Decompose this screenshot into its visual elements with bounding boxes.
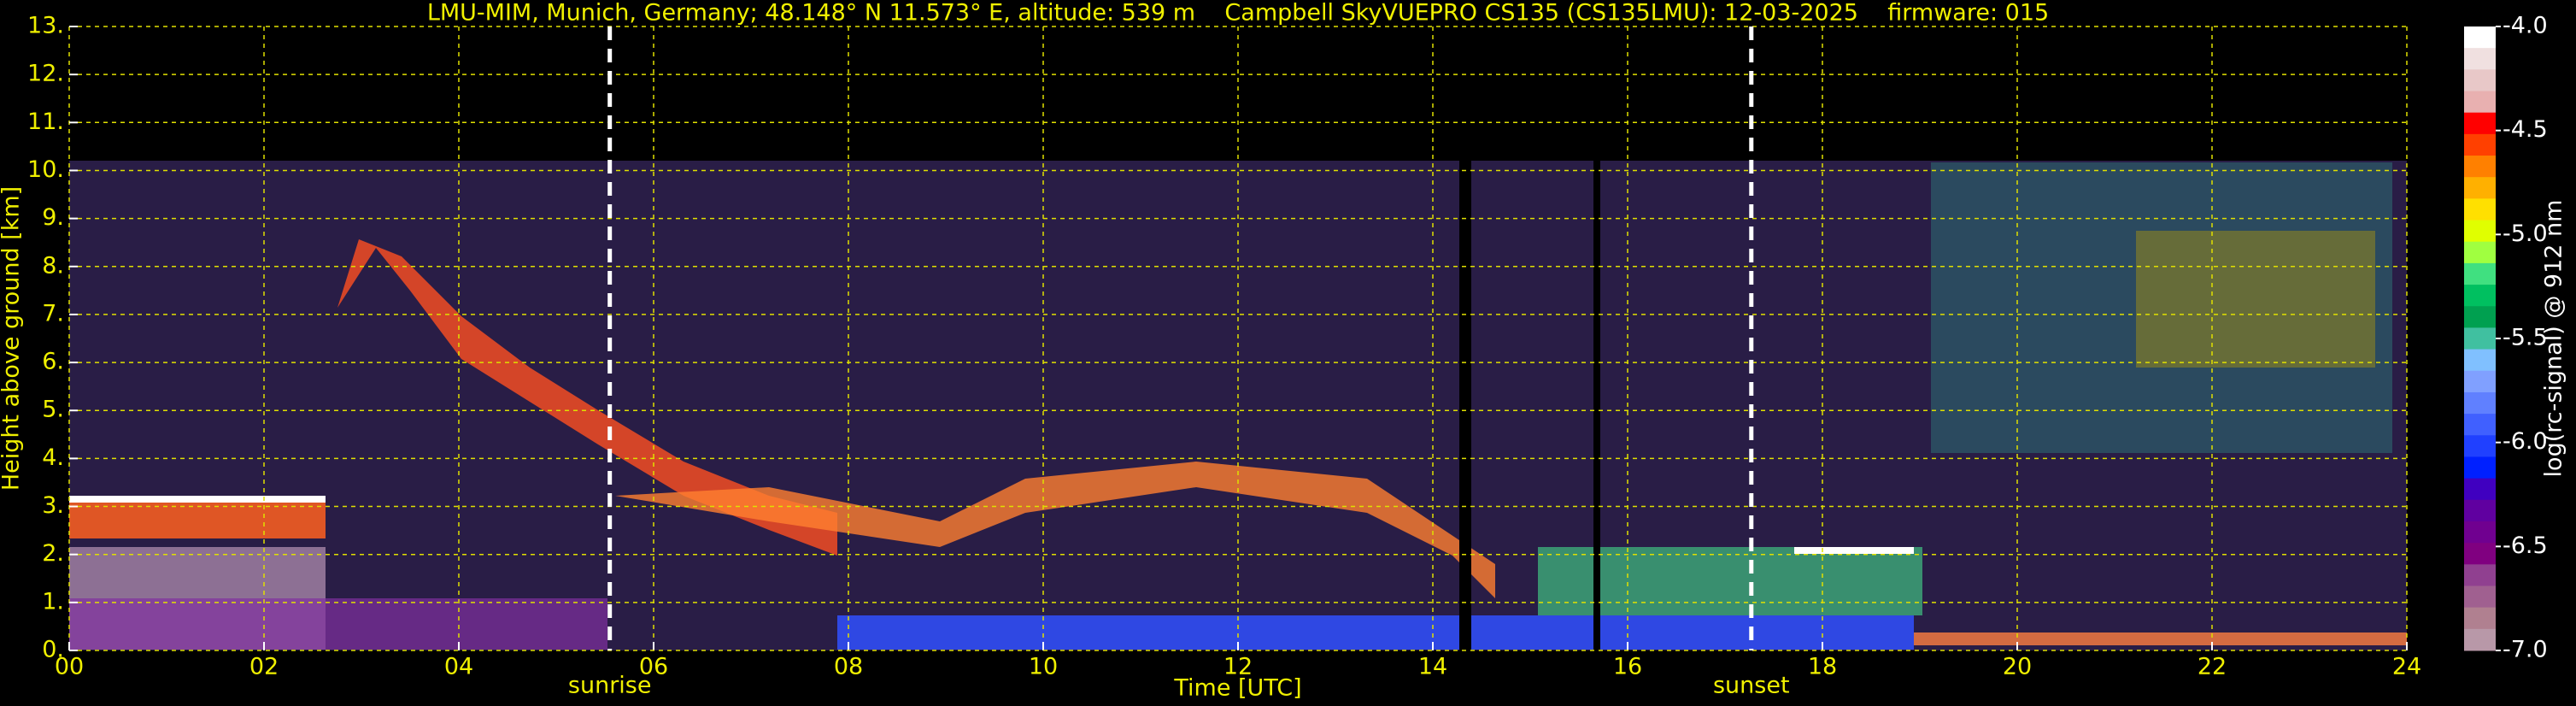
colorbar-segment: [2464, 220, 2496, 243]
colorbar-segment: [2464, 414, 2496, 436]
colorbar-segment: [2464, 198, 2496, 221]
x-tick-label: 14: [1418, 654, 1447, 680]
y-tick-label: 0.: [42, 637, 64, 663]
colorbar-segment: [2464, 26, 2496, 49]
colorbar-tick-label: -6.5: [2503, 532, 2548, 559]
chart-title: LMU-MIM, Munich, Germany; 48.148° N 11.5…: [427, 0, 2049, 26]
colorbar-tick-label: -4.5: [2503, 116, 2548, 143]
colorbar-tick-label: -7.0: [2503, 637, 2548, 663]
colorbar-tick-label: -5.5: [2503, 325, 2548, 351]
y-tick-label: 6.: [42, 349, 64, 375]
colorbar-segment: [2464, 48, 2496, 70]
colorbar-segment: [2464, 285, 2496, 307]
x-tick-label: 00: [55, 654, 84, 680]
colorbar-segment: [2464, 327, 2496, 350]
colorbar-segment: [2464, 456, 2496, 479]
y-tick-label: 11.: [27, 109, 64, 135]
x-tick-label: 02: [249, 654, 279, 680]
y-tick-label: 12.: [27, 61, 64, 87]
colorbar-segment: [2464, 628, 2496, 651]
cloud-top: [1794, 547, 1914, 554]
y-tick-label: 4.: [42, 444, 64, 471]
y-tick-label: 9.: [42, 204, 64, 231]
cloud-top: [69, 496, 326, 503]
x-tick-label: 24: [2392, 654, 2421, 680]
colorbar-tick-label: -5.0: [2503, 221, 2548, 247]
x-tick-label: 06: [639, 654, 668, 680]
y-tick-label: 7.: [42, 300, 64, 327]
colorbar-segment: [2464, 391, 2496, 415]
cloud-plume: [337, 239, 837, 556]
colorbar-segment: [2464, 521, 2496, 544]
colorbar-segment: [2464, 543, 2496, 565]
data-gap: [1459, 161, 1471, 650]
y-axis-title: Height above ground [km]: [0, 186, 25, 491]
y-tick-label: 1.: [42, 588, 64, 615]
colorbar-segment: [2464, 262, 2496, 285]
y-tick-label: 13.: [27, 13, 64, 39]
colorbar-segment: [2464, 91, 2496, 114]
colorbar-segment: [2464, 306, 2496, 328]
y-tick-label: 2.: [42, 540, 64, 567]
low-cloud: [1914, 632, 2407, 645]
cloud-layer: [1538, 547, 1922, 615]
colorbar: log(rc-signal) @ 912 nm -4.0 -4.5 -5.0 -5.5…: [2464, 13, 2567, 663]
colorbar-segment: [2464, 156, 2496, 178]
y-tick-label: 5.: [42, 397, 64, 423]
x-tick-label: 22: [2198, 654, 2227, 680]
y-tick-label: 8.: [42, 252, 64, 279]
colorbar-segment: [2464, 607, 2496, 630]
cirrus: [2136, 231, 2375, 368]
x-tick-label: 16: [1613, 654, 1642, 680]
data-gap: [1593, 161, 1600, 650]
cirrus: [1931, 162, 2392, 453]
y-tick-label: 3.: [42, 492, 64, 519]
aerosol-layer: [69, 598, 607, 650]
colorbar-segment: [2464, 585, 2496, 609]
boundary-layer: [837, 615, 1914, 650]
colorbar-tick-label: -6.0: [2503, 428, 2548, 455]
x-tick-label: 20: [2003, 654, 2032, 680]
colorbar-title: log(rc-signal) @ 912 nm: [2541, 200, 2567, 478]
x-tick-label: 04: [444, 654, 473, 680]
annotation-label: sunrise: [568, 673, 652, 699]
x-axis-title: Time [UTC]: [1173, 675, 1301, 702]
colorbar-segment: [2464, 349, 2496, 372]
colorbar-tick-label: -4.0: [2503, 13, 2548, 39]
annotation-label: sunset: [1713, 673, 1790, 699]
colorbar-segment: [2464, 370, 2496, 393]
colorbar-segment: [2464, 499, 2496, 522]
colorbar-segment: [2464, 435, 2496, 457]
cloud-layer: [615, 462, 1495, 598]
colorbar-segment: [2464, 177, 2496, 199]
colorbar-segment: [2464, 478, 2496, 501]
x-tick-label: 12: [1223, 654, 1253, 680]
x-tick-label: 08: [834, 654, 863, 680]
colorbar-segment: [2464, 241, 2496, 264]
colorbar-segment: [2464, 133, 2496, 156]
x-tick-label: 18: [1808, 654, 1837, 680]
colorbar-segment: [2464, 564, 2496, 586]
y-tick-label: 10.: [27, 156, 64, 183]
colorbar-segment: [2464, 112, 2496, 135]
colorbar-segment: [2464, 69, 2496, 92]
x-tick-label: 10: [1029, 654, 1058, 680]
cloud-layer: [69, 500, 326, 538]
